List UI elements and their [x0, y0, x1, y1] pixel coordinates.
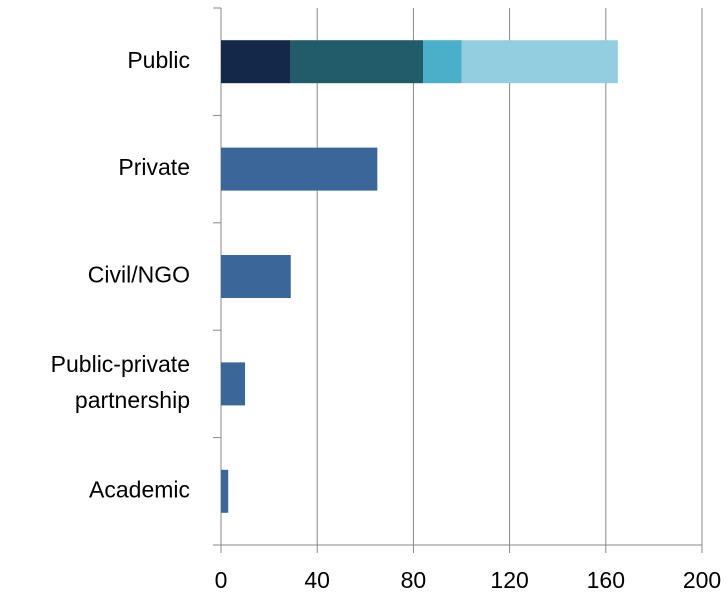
- y-tick-label: Academic: [89, 476, 190, 502]
- bar-segment: [290, 40, 424, 84]
- y-tick-label: Public-private partnership: [51, 351, 190, 413]
- y-tick-label: Private: [118, 154, 190, 180]
- x-tick-label: 120: [490, 567, 528, 593]
- x-tick-label: 200: [683, 567, 721, 593]
- bar-segment: [423, 40, 462, 84]
- bar-segment: [221, 469, 229, 513]
- x-tick-label: 0: [215, 567, 228, 593]
- bar-segment: [221, 40, 291, 84]
- x-tick-label: 80: [401, 567, 427, 593]
- y-tick-label: Civil/NGO: [88, 262, 190, 288]
- y-tick-label: Public: [127, 47, 190, 73]
- bar-segment: [221, 147, 378, 191]
- bar-segment: [221, 362, 246, 406]
- x-tick-label: 40: [304, 567, 330, 593]
- bar-segment: [461, 40, 618, 84]
- bar-segment: [221, 255, 291, 298]
- x-tick-label: 160: [587, 567, 625, 593]
